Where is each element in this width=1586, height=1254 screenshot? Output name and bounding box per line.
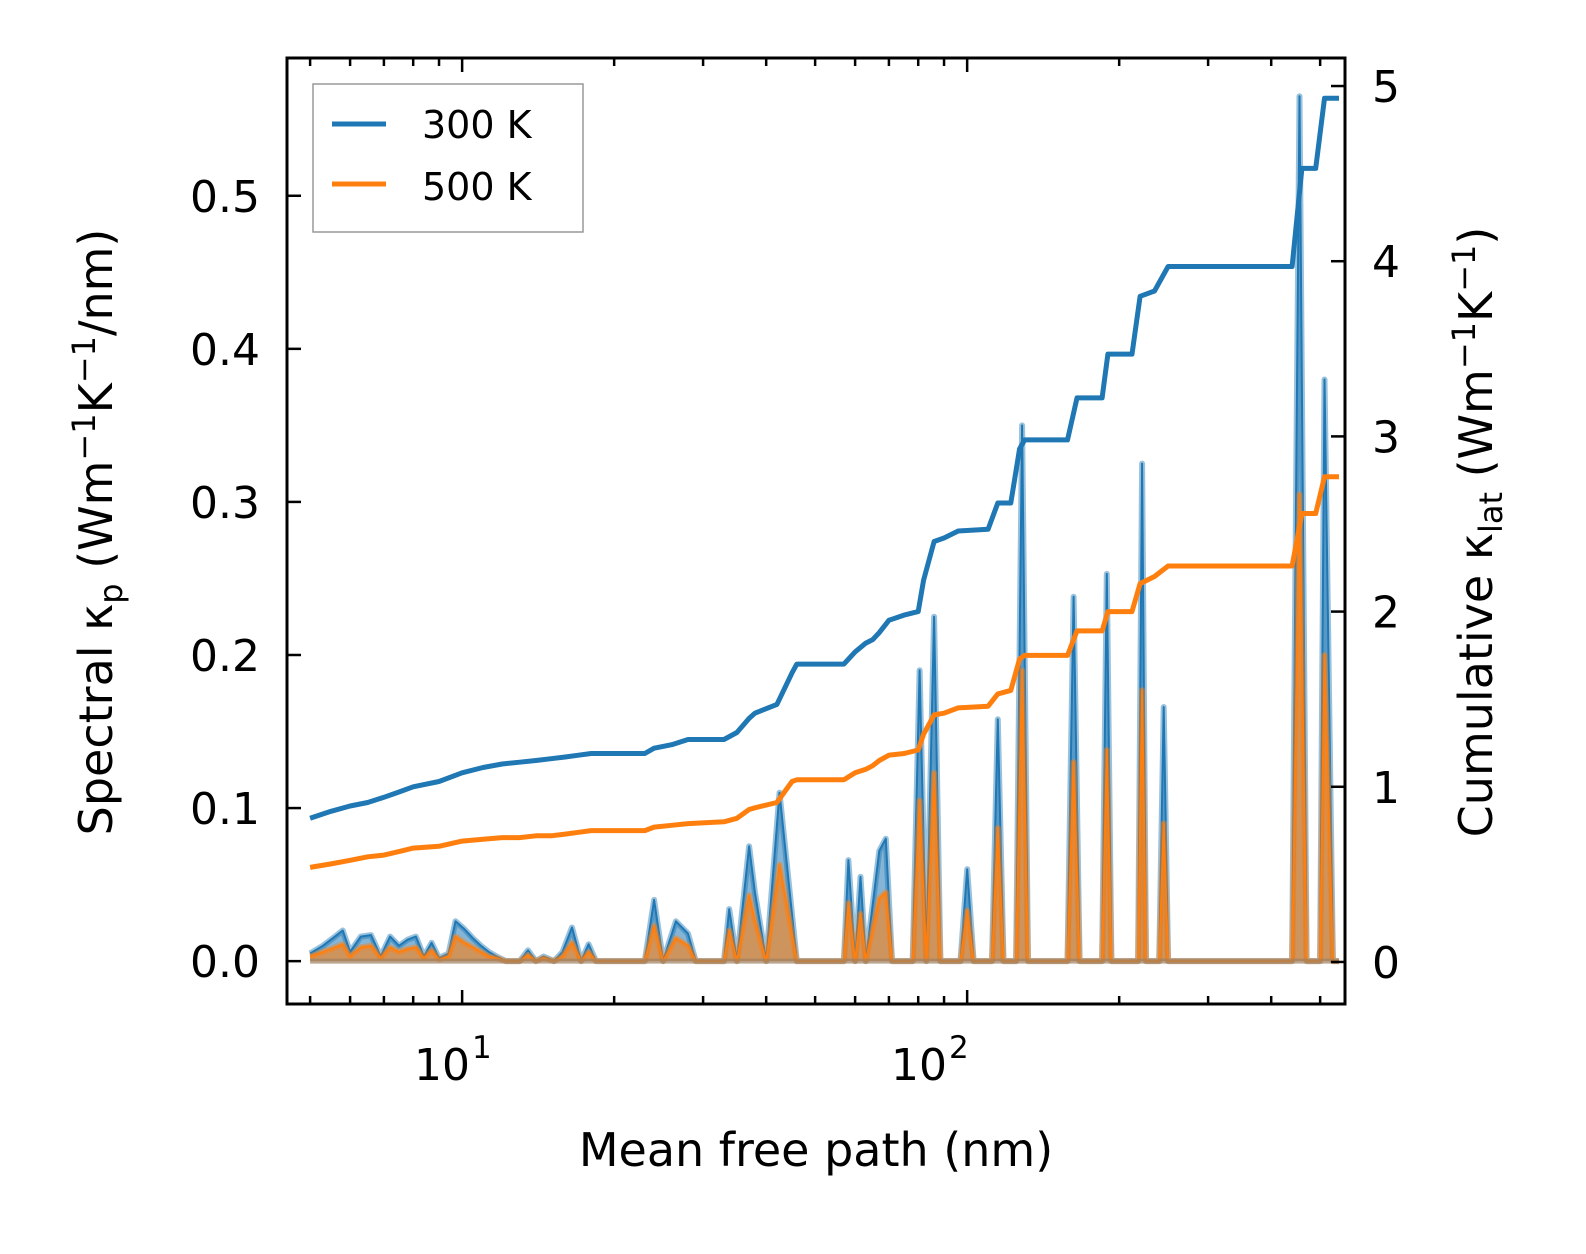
x-tick-label-10-exp: 1 <box>472 1030 492 1066</box>
x-axis-title: Mean free path (nm) <box>579 1123 1053 1177</box>
y-left-tick-label: 0.4 <box>190 325 260 376</box>
y-left-tick-label: 0.5 <box>190 172 260 223</box>
y-right-tick-label: 3 <box>1372 412 1400 463</box>
y-right-tick-label: 2 <box>1372 588 1400 639</box>
x-tick-label-100-exp: 2 <box>949 1030 969 1066</box>
legend-label-500k: 500 K <box>422 165 533 209</box>
spectral-line-300k <box>309 95 1339 963</box>
legend-label-300k: 300 K <box>422 103 533 147</box>
y-right-axis-title: Cumulative κlat (Wm−1K−1) <box>1445 227 1510 838</box>
y-right-tick-label: 5 <box>1372 62 1400 113</box>
plot-frame <box>285 56 1347 1006</box>
legend-frame <box>312 83 584 233</box>
spectral-line-500k <box>309 493 1339 963</box>
y-left-tick-label: 0.3 <box>190 478 260 529</box>
y-right-tick-label: 4 <box>1372 237 1400 288</box>
y-right-tick-label: 0 <box>1372 938 1400 989</box>
y-left-tick-label: 0.0 <box>190 937 260 988</box>
cumulative-line-500k <box>309 474 1339 870</box>
y-left-tick-label: 0.2 <box>190 631 260 682</box>
y-right-tick-label: 1 <box>1372 763 1400 814</box>
legend: 300 K 500 K <box>312 83 584 233</box>
plot-area <box>308 93 1340 965</box>
x-tick-label-10: 10 <box>414 1040 470 1091</box>
cumulative-line-300k <box>309 95 1339 821</box>
y-left-axis-title: Spectral κp (Wm−1K−1/nm) <box>65 229 130 836</box>
y-left-tick-label: 0.1 <box>190 784 260 835</box>
x-tick-label-100: 10 <box>891 1040 947 1091</box>
